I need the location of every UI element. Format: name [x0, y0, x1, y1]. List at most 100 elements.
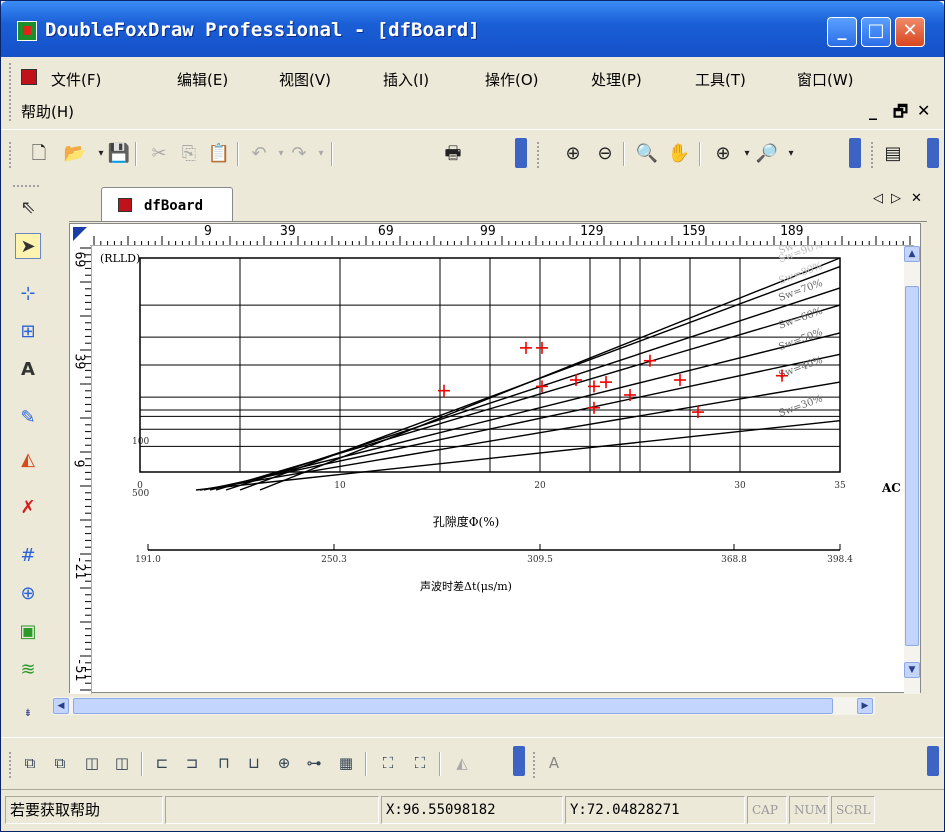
mirror-icon[interactable]: ◭ [456, 754, 468, 772]
layers-icon[interactable]: ▤ [884, 143, 902, 164]
toolbar-overflow-chevron-icon[interactable] [927, 746, 939, 776]
vertical-scroll-thumb[interactable] [905, 286, 919, 646]
toolbar-overflow-chevron-icon[interactable] [849, 138, 861, 168]
ungroup-icon[interactable]: ⛶ [414, 754, 426, 772]
align-nodes-icon[interactable]: ⊞ [20, 321, 36, 342]
x2-tick-label: 309.5 [527, 555, 553, 565]
menu-operate[interactable]: 操作(O) [485, 71, 539, 89]
menu-tools[interactable]: 工具(T) [695, 71, 746, 89]
horizontal-scrollbar[interactable]: ◀ ▶ [53, 697, 875, 715]
select-arrow-icon[interactable]: ➤ [15, 233, 41, 259]
align-left-icon[interactable]: ⊏ [155, 754, 169, 772]
pen-tool-icon[interactable]: ✎ [20, 407, 36, 428]
bring-to-front-icon[interactable]: ⧉ [24, 754, 36, 772]
save-icon[interactable]: 💾 [107, 143, 131, 164]
pointer-icon[interactable]: ⇖ [20, 197, 36, 218]
delete-tool-icon[interactable]: ✗ [20, 497, 36, 518]
zoom-in-icon[interactable]: ⊕ [565, 143, 581, 164]
tools-grip[interactable] [13, 185, 39, 189]
menu-insert[interactable]: 插入(I) [383, 71, 430, 89]
app-icon[interactable] [17, 21, 37, 41]
align-bottom-icon[interactable]: ⊔ [248, 754, 260, 772]
pattern-tool-icon[interactable]: ≋ [20, 659, 36, 680]
zoom-window-icon[interactable]: 🔍 [635, 143, 659, 164]
print-icon[interactable]: 🖶 [444, 143, 462, 164]
group-icon[interactable]: ⛶ [382, 754, 394, 772]
ac-label: AC [881, 481, 901, 495]
toolbar-grip[interactable] [9, 752, 13, 778]
redo-icon[interactable]: ↷ [291, 143, 307, 164]
menu-help[interactable]: 帮助(H) [21, 103, 74, 121]
bring-forward-icon[interactable]: ◫ [84, 754, 100, 772]
undo-icon[interactable]: ↶ [251, 143, 267, 164]
toolbar-grip[interactable] [9, 142, 13, 168]
resize-grip-icon[interactable] [877, 796, 939, 824]
menu-edit[interactable]: 编辑(E) [177, 71, 229, 89]
document-icon[interactable] [21, 69, 37, 85]
align-right-icon[interactable]: ⊐ [185, 754, 199, 772]
text-style-icon[interactable]: A [548, 754, 560, 772]
zoom-dropdown-icon[interactable]: ▾ [744, 148, 750, 159]
image-tool-icon[interactable]: ▣ [19, 621, 37, 642]
mdi-close-button[interactable]: ✕ [917, 101, 931, 120]
align-top-icon[interactable]: ⊓ [218, 754, 230, 772]
map-tool-icon[interactable]: ⊕ [20, 583, 36, 604]
menu-file[interactable]: 文件(F) [51, 71, 102, 89]
tools-overflow-icon[interactable]: ⇟ [23, 708, 33, 719]
menu-grip[interactable] [9, 63, 13, 121]
text-tool-icon[interactable]: A [21, 359, 35, 380]
tab-prev-icon[interactable]: ◁ [873, 191, 883, 206]
vertical-ruler[interactable]: 69 39 9 -21 -51 [70, 246, 92, 694]
align-center-icon[interactable]: ⊕ [277, 754, 291, 772]
node-edit-icon[interactable]: ⊹ [20, 283, 36, 304]
toolbar-overflow-chevron-icon[interactable] [513, 746, 525, 776]
undo-dropdown-icon[interactable]: ▾ [278, 148, 284, 159]
send-backward-icon[interactable]: ◫ [114, 754, 130, 772]
toolbar-grip[interactable] [871, 142, 875, 168]
horizontal-scroll-thumb[interactable] [73, 698, 833, 714]
align-middle-icon[interactable]: ⊶ [306, 754, 322, 772]
mdi-restore-button[interactable]: 🗗 [893, 102, 909, 121]
open-dropdown-icon[interactable]: ▾ [98, 148, 104, 159]
distribute-icon[interactable]: ▦ [338, 754, 354, 772]
redo-dropdown-icon[interactable]: ▾ [318, 148, 324, 159]
shapes-tool-icon[interactable]: ◭ [21, 449, 35, 470]
toolbar-grip[interactable] [537, 142, 541, 168]
scroll-left-icon[interactable]: ◀ [53, 698, 69, 714]
vertical-scrollbar[interactable]: ▲ ▼ [904, 246, 920, 694]
zoom-extents-dropdown-icon[interactable]: ▾ [788, 148, 794, 159]
zoom-extents-icon[interactable]: 🔎 [755, 143, 779, 164]
pan-hand-icon[interactable]: ✋ [667, 143, 691, 164]
crossplot-chart[interactable]: (RLLD) 10 0 500 AC 孔隙度Φ(%) 声波时差Δt(μs/m) S… [92, 246, 904, 678]
menu-view[interactable]: 视图(V) [279, 71, 331, 89]
ruler-corner-icon[interactable] [70, 224, 90, 246]
open-folder-icon[interactable]: 📂 [63, 143, 87, 164]
cut-icon[interactable]: ✂ [151, 143, 167, 164]
title-bar[interactable]: DoubleFoxDraw Professional - [dfBoard] _… [1, 1, 944, 57]
toolbar-overflow-chevron-icon[interactable] [515, 138, 527, 168]
horizontal-ruler[interactable]: 9 39 69 99 129 159 189 [90, 224, 914, 246]
menu-process[interactable]: 处理(P) [591, 71, 642, 89]
tab-next-icon[interactable]: ▷ [891, 191, 901, 206]
tab-close-icon[interactable]: ✕ [911, 191, 922, 206]
zoom-options-icon[interactable]: ⊕ [715, 143, 731, 164]
maximize-button[interactable]: □ [861, 17, 891, 47]
copy-icon[interactable]: ⎘ [181, 143, 197, 164]
mdi-minimize-button[interactable]: _ [869, 101, 877, 120]
sw-line-label: Sw=50% [777, 327, 824, 353]
drawing-canvas[interactable]: 9 39 69 99 129 159 189 69 39 9 -21 -51 (… [69, 223, 921, 694]
new-file-icon[interactable]: 🗋 [31, 143, 47, 164]
zoom-out-icon[interactable]: ⊖ [597, 143, 613, 164]
menu-window[interactable]: 窗口(W) [797, 71, 854, 89]
scroll-down-icon[interactable]: ▼ [904, 662, 920, 678]
scroll-up-icon[interactable]: ▲ [904, 246, 920, 262]
toolbar-overflow-chevron-icon[interactable] [927, 138, 939, 168]
minimize-button[interactable]: _ [827, 17, 857, 47]
paste-icon[interactable]: 📋 [207, 143, 231, 164]
tab-dfboard[interactable]: dfBoard [101, 187, 233, 221]
scroll-right-icon[interactable]: ▶ [857, 698, 873, 714]
grid-tool-icon[interactable]: # [20, 545, 36, 566]
close-button[interactable]: ✕ [895, 17, 925, 47]
toolbar-grip[interactable] [533, 752, 537, 778]
send-to-back-icon[interactable]: ⧉ [54, 754, 66, 772]
